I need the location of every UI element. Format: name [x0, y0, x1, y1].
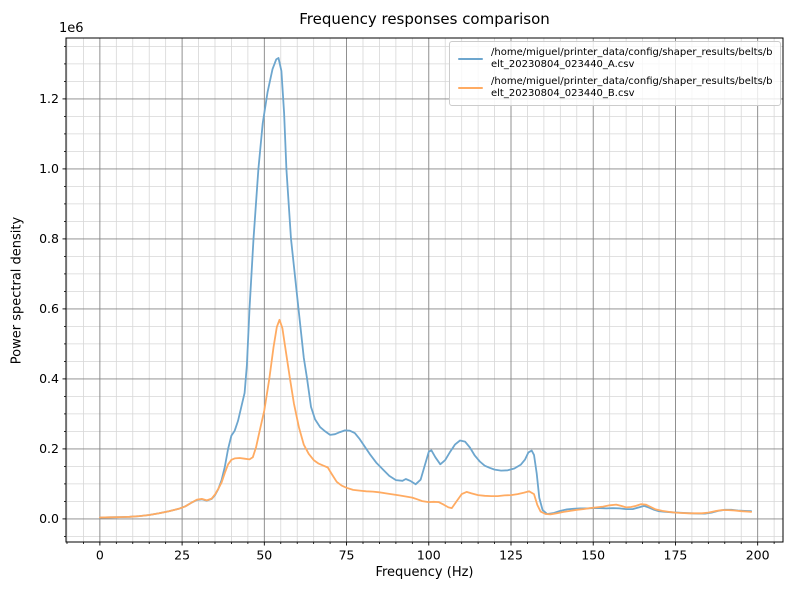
- axes-spines: [65, 37, 784, 543]
- tick-labels: 0 25 50 75 100 125 150 175 200 0.0 0.2 0.4 0.6 0.8 1.0…: [39, 91, 770, 562]
- tick-marks: [62, 46, 775, 546]
- y-tick-label: 0.2: [39, 441, 59, 456]
- legend-item-series-b: /home/miguel/printer_data/config/shaper_…: [458, 76, 774, 101]
- y-tick-label: 0.0: [39, 511, 59, 526]
- legend-item-series-a: /home/miguel/printer_data/config/shaper_…: [458, 47, 774, 72]
- x-tick-label: 125: [499, 548, 523, 563]
- legend: /home/miguel/printer_data/config/shaper_…: [449, 41, 781, 107]
- x-tick-label: 175: [664, 548, 688, 563]
- x-tick-label: 50: [256, 548, 272, 563]
- x-tick-label: 0: [96, 548, 104, 563]
- y-tick-label: 0.6: [39, 301, 59, 316]
- x-axis-label: Frequency (Hz): [375, 565, 474, 580]
- x-tick-label: 25: [174, 548, 190, 563]
- y-tick-label: 0.4: [39, 371, 59, 386]
- series-a-line-swatch: [458, 58, 483, 61]
- x-tick-label: 200: [746, 548, 770, 563]
- x-tick-label: 100: [417, 548, 441, 563]
- y-tick-label: 1.2: [39, 91, 59, 106]
- y-axis-label: Power spectral density: [9, 216, 25, 365]
- minor-gridlines: [66, 38, 783, 542]
- x-tick-label: 75: [339, 548, 355, 563]
- y-tick-label: 0.8: [39, 231, 59, 246]
- series-line-b: [99, 318, 752, 519]
- major-gridlines: [66, 38, 783, 542]
- y-axis-offset-label: 1e6: [59, 21, 84, 36]
- series-b-line-swatch: [458, 86, 483, 89]
- series-line-a: [99, 57, 752, 519]
- chart-title: Frequency responses comparison: [299, 10, 550, 28]
- data-series: [99, 57, 752, 519]
- legend-label-series-a: /home/miguel/printer_data/config/shaper_…: [491, 47, 773, 71]
- y-tick-label: 1.0: [39, 161, 59, 176]
- x-tick-label: 150: [581, 548, 605, 563]
- legend-label-series-b: /home/miguel/printer_data/config/shaper_…: [491, 75, 773, 99]
